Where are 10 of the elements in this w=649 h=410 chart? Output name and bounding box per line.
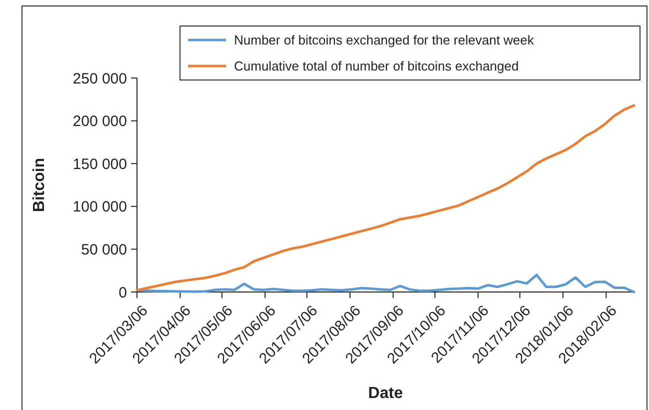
y-tick-label: 150 000	[72, 156, 127, 173]
y-tick-label: 200 000	[72, 113, 127, 130]
legend-label: Number of bitcoins exchanged for the relevant week	[234, 32, 534, 48]
y-axis-title: Bitcoin	[31, 158, 48, 212]
y-tick-label: 250 000	[72, 70, 127, 88]
y-tick-label: 0	[118, 284, 127, 302]
y-tick-label: 50 000	[81, 241, 127, 258]
y-tick-label: 100 000	[72, 198, 127, 216]
legend-label: Cumulative total of number of bitcoins exchanged	[234, 58, 519, 74]
x-axis-title: Date	[368, 385, 403, 402]
